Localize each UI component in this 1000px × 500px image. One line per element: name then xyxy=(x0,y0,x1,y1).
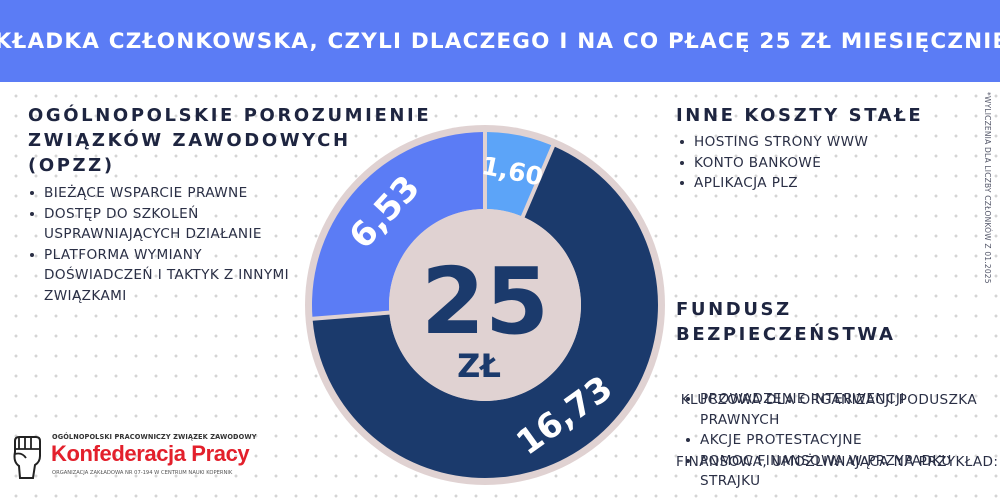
center-value: 25 xyxy=(421,248,549,355)
inne-list: HOSTING STRONY WWW KONTO BANKOWE APLIKAC… xyxy=(678,132,958,194)
list-item: PLATFORMA WYMIANY DOŚWIADCZEŃ I TAKTYK Z… xyxy=(28,245,293,307)
opzz-title: OGÓLNOPOLSKIE POROZUMIENIE ZWIĄZKÓW ZAWO… xyxy=(28,103,431,178)
page-title: SKŁADKA CZŁONKOWSKA, CZYLI DLACZEGO I NA… xyxy=(0,28,1000,54)
list-item: APLIKACJA PLZ xyxy=(678,173,958,194)
header-bar: SKŁADKA CZŁONKOWSKA, CZYLI DLACZEGO I NA… xyxy=(0,0,1000,82)
fundusz-description-line: KLUCZOWA DLA ORGANIZACJI PODUSZKA xyxy=(676,392,978,408)
logo-bottom-text: ORGANIZACJA ZAKŁADOWA NR 07-194 W CENTRU… xyxy=(52,470,233,476)
chart-slices xyxy=(312,132,658,479)
logo-top-text: OGÓLNOPOLSKI PRACOWNICZY ZWIĄZEK ZAWODOW… xyxy=(52,433,257,441)
chart-slice xyxy=(312,146,658,479)
opzz-title-line: (OPZZ) xyxy=(28,155,115,176)
fundusz-list: PROWADZENIE INTERWENCJI PRAWNYCH AKCJE P… xyxy=(684,389,974,492)
opzz-title-line: OGÓLNOPOLSKIE POROZUMIENIE xyxy=(28,105,432,126)
fundusz-description-line: FINANSOWA, UMOŻLIWIAJĄCA NA PRZYKŁAD: xyxy=(676,453,999,470)
inne-title: INNE KOSZTY STAŁE xyxy=(676,105,924,126)
chart-slice xyxy=(486,132,552,216)
chart-slice xyxy=(312,132,484,317)
logo: OGÓLNOPOLSKI PRACOWNICZY ZWIĄZEK ZAWODOW… xyxy=(8,430,256,486)
list-item: BIEŻĄCE WSPARCIE PRAWNE xyxy=(28,183,293,204)
list-item: HOSTING STRONY WWW xyxy=(678,132,958,153)
fundusz-title-line: BEZPIECZEŃSTWA xyxy=(676,324,896,345)
fundusz-title: FUNDUSZ BEZPIECZEŃSTWA xyxy=(676,297,896,347)
list-item: PROWADZENIE INTERWENCJI PRAWNYCH xyxy=(684,389,974,430)
fundusz-description: KLUCZOWA DLA ORGANIZACJI PODUSZKA FINANS… xyxy=(676,349,998,493)
list-item: KONTO BANKOWE xyxy=(678,153,958,174)
list-item: DOSTĘP DO SZKOLEŃ USPRAWNIAJĄCYCH DZIAŁA… xyxy=(28,204,293,245)
raised-fist-icon xyxy=(13,436,41,479)
opzz-list: BIEŻĄCE WSPARCIE PRAWNE DOSTĘP DO SZKOLE… xyxy=(28,183,293,306)
fundusz-title-line: FUNDUSZ xyxy=(676,299,792,320)
list-item: POMOC FINANSOWA W PRZYPADKU STRAJKU xyxy=(684,451,974,492)
list-item: AKCJE PROTESTACYJNE xyxy=(684,430,974,451)
center-unit: ZŁ xyxy=(457,347,501,385)
logo-name: Konfederacja Pracy xyxy=(51,441,250,466)
footnote: *WYLICZENIA DLA LICZBY CZŁONKÓW Z 01.202… xyxy=(983,92,992,284)
opzz-title-line: ZWIĄZKÓW ZAWODOWYCH xyxy=(28,130,351,151)
chart-center-hole xyxy=(389,209,581,401)
